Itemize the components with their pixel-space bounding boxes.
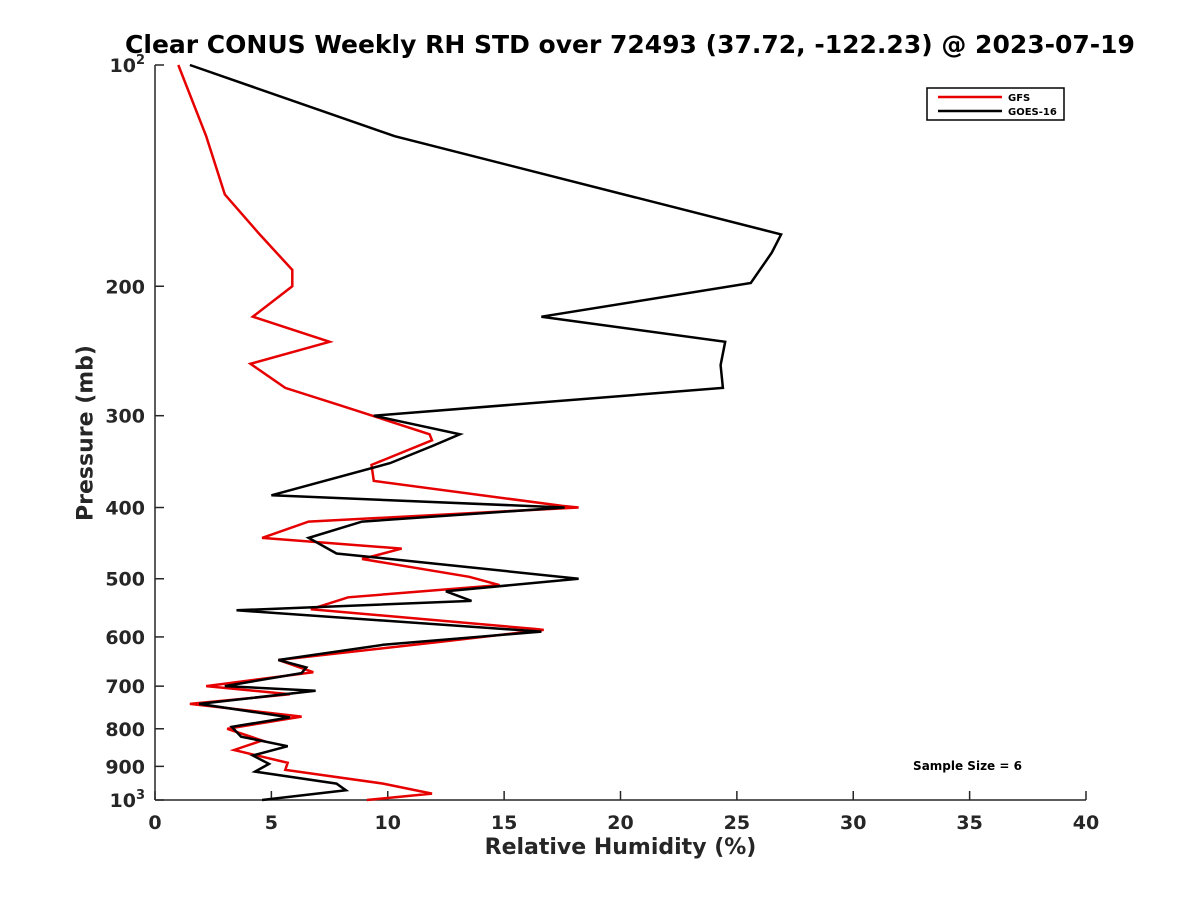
axes: 0 5 10 15 20 25 30 35 40 102 200 300 400 500 600 700 800… — [105, 53, 1099, 834]
x-tick-label: 35 — [956, 812, 982, 834]
y-tick-label: 500 — [105, 569, 145, 591]
legend: GFS GOES-16 — [926, 87, 1065, 121]
chart-title: Clear CONUS Weekly RH STD over 72493 (37… — [125, 30, 1135, 59]
y-tick-label: 900 — [105, 756, 145, 778]
sample-size-annotation: Sample Size = 6 — [913, 759, 1022, 773]
series-line-gfs — [177, 64, 579, 802]
y-tick-label: 103 — [110, 788, 146, 812]
series-layer — [177, 63, 783, 802]
y-tick-label: 200 — [105, 276, 145, 298]
y-axis-label: Pressure (mb) — [73, 345, 99, 521]
y-tick-label: 102 — [110, 53, 146, 77]
y-tick-label: 300 — [105, 406, 145, 428]
x-tick-label: 40 — [1073, 812, 1099, 834]
x-tick-label: 30 — [840, 812, 866, 834]
x-tick-label: 20 — [607, 812, 633, 834]
x-axis-label: Relative Humidity (%) — [484, 835, 757, 860]
legend-box — [926, 87, 1065, 121]
x-tick-label: 25 — [724, 812, 750, 834]
y-tick-label: 400 — [105, 498, 145, 520]
x-tick-label: 15 — [491, 812, 517, 834]
x-tick-label: 0 — [148, 812, 161, 834]
x-tick-label: 5 — [265, 812, 278, 834]
legend-label-goes16: GOES-16 — [1008, 107, 1057, 118]
y-tick-exponent: 3 — [136, 788, 145, 803]
y-tick-label: 600 — [105, 627, 145, 649]
y-tick-label: 800 — [105, 719, 145, 741]
y-tick-label: 700 — [105, 676, 145, 698]
x-tick-label: 10 — [375, 812, 401, 834]
legend-label-gfs: GFS — [1008, 93, 1030, 104]
series-line-goes16 — [189, 63, 783, 802]
y-tick-exponent: 2 — [136, 53, 145, 68]
